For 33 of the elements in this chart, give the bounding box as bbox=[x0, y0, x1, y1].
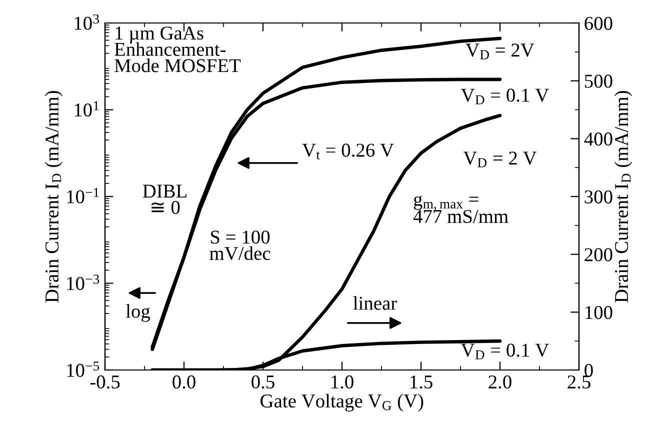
y2-tick-label: 500 bbox=[584, 74, 612, 88]
annotation: 1 µm GaAs Enhancement- Mode MOSFET bbox=[114, 26, 241, 72]
annotation: V$_{t}$ = 0.26 V bbox=[302, 144, 394, 160]
x-tick-label: 2.0 bbox=[488, 375, 512, 389]
y-axis-title: Drain Current I$_{D}$ (mA/mm) bbox=[44, 90, 62, 302]
y2-tick-label: 600 bbox=[584, 16, 612, 30]
y-tick-label: 10$^{−3}$ bbox=[67, 274, 100, 290]
annotation: linear bbox=[353, 296, 397, 310]
y2-tick-label: 100 bbox=[586, 306, 612, 320]
x-tick-label: 2.5 bbox=[568, 375, 590, 389]
y2-tick-label: 400 bbox=[584, 132, 612, 146]
annotation: V$_{D}$ = 0.1 V bbox=[460, 344, 549, 360]
annotation: V$_{D}$ = 0.1 V bbox=[460, 88, 549, 104]
y-tick-label: 10$^{−1}$ bbox=[67, 188, 99, 204]
annotation: g$_{m,max}$ = 477 mS/mm bbox=[413, 196, 508, 224]
x-tick-label: 1.5 bbox=[410, 376, 432, 389]
annotation: V$_{D}$ = 2V bbox=[466, 44, 534, 60]
annotation: V$_{D}$ = 2 V bbox=[463, 152, 537, 168]
y-tick-label: 10$^{−5}$ bbox=[67, 362, 100, 377]
x-tick-label: 0.5 bbox=[252, 375, 274, 389]
x-tick-label: 1.0 bbox=[332, 375, 354, 389]
y2-axis-title: Drain Current I$_{D}$ (mA/mm) bbox=[614, 90, 632, 302]
x-tick-label: 0.0 bbox=[172, 375, 196, 389]
x-tick-label: -0.5 bbox=[90, 375, 120, 389]
x-axis-title: Gate Voltage V$_{G}$ (V) bbox=[260, 394, 424, 412]
annotation: DIBL ≅ 0 bbox=[142, 184, 187, 214]
annotation: S = 100 mV/dec bbox=[210, 230, 270, 260]
annotation: log bbox=[126, 304, 150, 322]
y2-tick-label: 0 bbox=[584, 364, 593, 377]
y2-tick-label: 200 bbox=[584, 248, 612, 262]
y-tick-label: 10$^{3}$ bbox=[74, 14, 99, 30]
y-tick-label: 10$^{1}$ bbox=[74, 101, 99, 117]
y2-tick-label: 300 bbox=[584, 190, 612, 204]
